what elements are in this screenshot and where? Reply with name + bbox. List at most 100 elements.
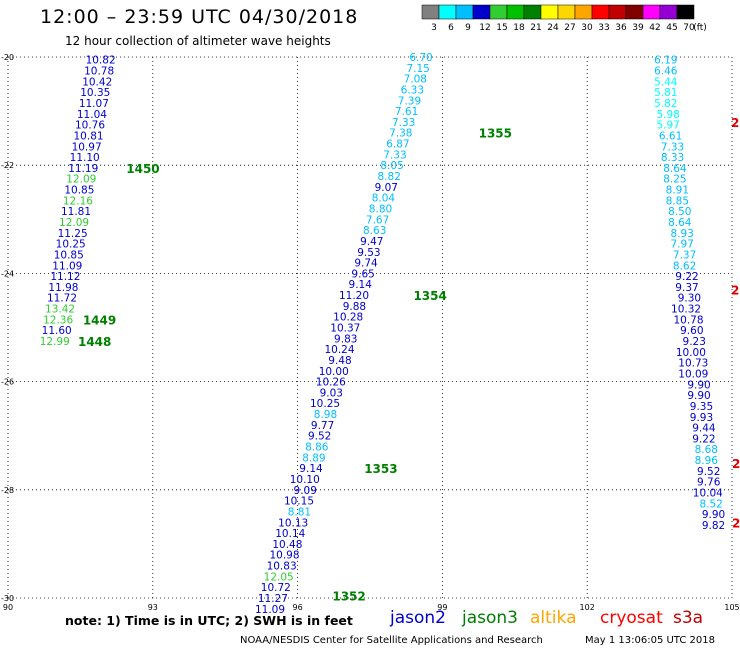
wave-height-point: 12.99 [40, 336, 70, 348]
colorbar-tick-label: 70 [683, 23, 695, 33]
wave-height-point: 9.74 [354, 258, 378, 270]
wave-height-point: 10.04 [693, 488, 723, 500]
colorbar-tick-label: 39 [632, 23, 644, 33]
wave-height-point: 10.76 [75, 120, 105, 132]
wave-height-point: 6.87 [386, 139, 409, 151]
wave-height-point: 11.07 [79, 98, 109, 110]
pass-time-label: 2 [732, 516, 740, 530]
wave-height-point: 10.25 [56, 239, 86, 251]
y-tick-label: -26 [1, 378, 14, 387]
wave-height-point: 6.33 [401, 84, 424, 96]
wave-height-point: 8.96 [695, 455, 719, 467]
wave-height-point: 8.81 [288, 506, 311, 518]
colorbar-tick-label: 18 [513, 23, 525, 33]
x-tick-label: 96 [293, 603, 303, 612]
wave-height-point: 7.39 [398, 95, 421, 107]
wave-height-point: 13.42 [45, 304, 75, 316]
wave-height-point: 7.97 [670, 239, 693, 251]
colorbar-tick-label: 15 [496, 23, 507, 33]
wave-height-point: 10.32 [671, 304, 701, 316]
wave-height-point: 11.60 [42, 325, 72, 337]
wave-height-point: 9.22 [692, 433, 715, 445]
x-tick-label: 102 [580, 603, 595, 612]
wave-height-point: 9.48 [328, 355, 351, 367]
wave-height-point: 9.93 [690, 412, 713, 424]
wave-height-point: 9.88 [343, 301, 366, 313]
wave-height-point: 10.26 [316, 377, 346, 389]
wave-height-point: 10.73 [678, 358, 708, 370]
x-tick-label: 90 [3, 603, 13, 612]
pass-time-label: 1355 [479, 127, 512, 141]
wave-height-point: 9.52 [308, 431, 331, 443]
wave-height-point: 10.13 [278, 517, 308, 529]
wave-height-point: 7.38 [389, 128, 412, 140]
colorbar-tick-label: 3 [431, 23, 437, 33]
wave-height-point: 11.27 [258, 593, 288, 605]
wave-height-point: 9.35 [690, 401, 713, 413]
wave-height-point: 6.19 [654, 55, 677, 67]
wave-height-point: 8.04 [372, 193, 396, 205]
wave-height-point: 9.65 [351, 268, 374, 280]
wave-height-point: 6.61 [659, 130, 682, 142]
wave-height-point: 8.82 [378, 171, 401, 183]
legend-altika: altika [530, 608, 577, 628]
wave-height-point: 5.81 [654, 87, 677, 99]
page-subtitle: 12 hour collection of altimeter wave hei… [65, 34, 331, 48]
footnote: note: 1) Time is in UTC; 2) SWH is in fe… [65, 613, 353, 628]
wave-height-point: 11.81 [61, 206, 91, 218]
wave-height-point: 7.61 [395, 106, 418, 118]
wave-height-point: 8.64 [668, 217, 692, 229]
colorbar-tick-label: 9 [465, 23, 471, 33]
legend-jason3: jason3 [462, 608, 518, 628]
wave-height-point: 9.09 [294, 485, 317, 497]
wave-height-point: 10.42 [82, 76, 112, 88]
wave-height-point: 9.82 [702, 520, 725, 532]
wave-height-point: 10.78 [673, 314, 703, 326]
wave-height-point: 8.85 [666, 195, 689, 207]
wave-height-point: 9.47 [360, 236, 383, 248]
wave-height-point: 10.35 [80, 87, 110, 99]
wave-height-point: 9.83 [334, 333, 357, 345]
wave-height-point: 5.97 [656, 120, 679, 132]
wave-height-point: 9.07 [375, 182, 398, 194]
wave-height-point: 7.08 [404, 74, 427, 86]
generated-timestamp: May 1 13:06:05 UTC 2018 [585, 635, 715, 646]
wave-height-point: 11.25 [58, 228, 88, 240]
wave-height-point: 9.14 [299, 463, 323, 475]
wave-height-point: 7.33 [383, 149, 406, 161]
y-tick-label: -24 [1, 269, 14, 278]
pass-time-label: 1353 [364, 462, 397, 476]
wave-height-point: 10.37 [330, 323, 360, 335]
pass-time-label: 2112 [731, 116, 740, 130]
wave-height-point: 11.72 [47, 293, 77, 305]
wave-height-point: 10.83 [267, 561, 297, 573]
wave-height-point: 8.86 [305, 442, 329, 454]
pass-time-label: 1354 [413, 289, 446, 303]
wave-height-point: 9.03 [320, 387, 343, 399]
pass-time-label: 2111 [731, 284, 740, 298]
wave-height-point: 9.77 [311, 420, 334, 432]
wave-height-point: 10.78 [84, 66, 114, 78]
wave-height-point: 7.33 [392, 117, 415, 129]
x-tick-label: 99 [437, 603, 447, 612]
wave-height-point: 11.19 [68, 163, 98, 175]
wave-height-point: 7.67 [366, 214, 389, 226]
y-tick-label: -22 [1, 161, 14, 170]
legend-jason2: jason2 [390, 608, 446, 628]
wave-height-point: 8.68 [695, 444, 718, 456]
wave-height-point: 9.76 [697, 477, 721, 489]
wave-height-point: 10.48 [272, 539, 302, 551]
wave-height-point: 6.46 [654, 66, 678, 78]
wave-height-point: 10.14 [275, 528, 305, 540]
wave-height-point: 9.90 [702, 509, 725, 521]
wave-height-point: 10.25 [310, 398, 340, 410]
wave-height-point: 10.00 [676, 347, 706, 359]
wave-height-point: 11.04 [77, 109, 107, 121]
wave-height-point: 10.98 [269, 550, 299, 562]
wave-height-point: 9.37 [675, 282, 698, 294]
wave-height-point: 9.52 [697, 466, 720, 478]
y-tick-label: -20 [1, 53, 14, 62]
wave-height-point: 10.24 [324, 344, 354, 356]
wave-height-point: 12.05 [264, 571, 294, 583]
wave-height-point: 9.90 [687, 379, 710, 391]
